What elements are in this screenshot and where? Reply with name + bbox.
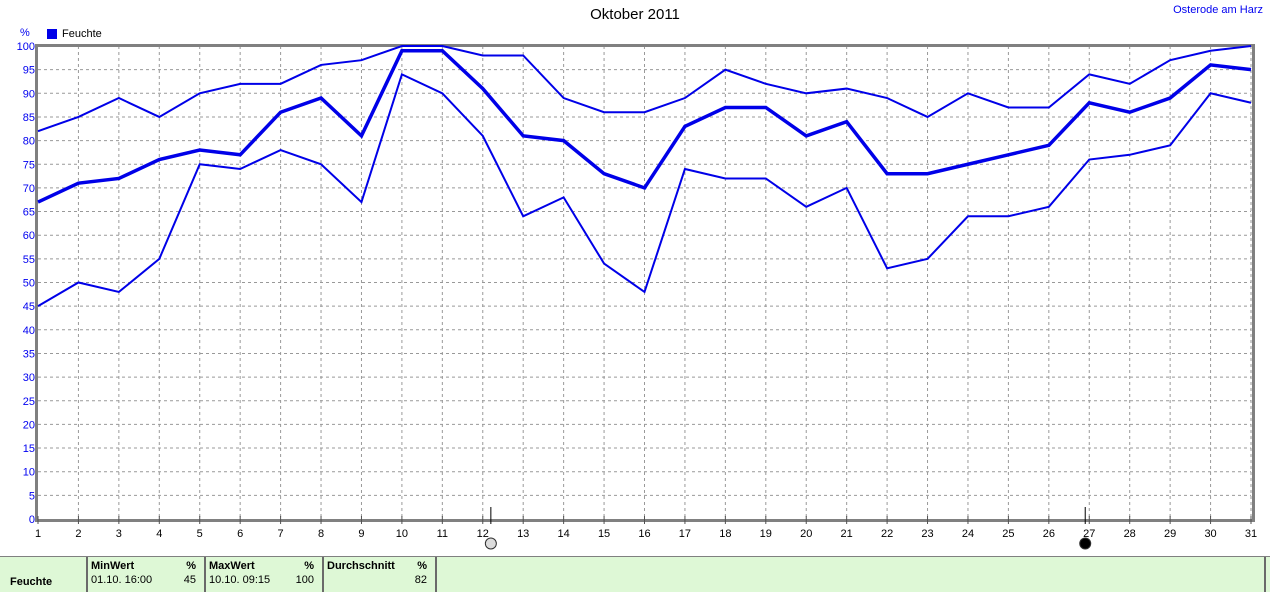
chart-title: Oktober 2011	[590, 6, 680, 23]
x-tick-label: 2	[75, 528, 81, 540]
x-tick-label: 19	[760, 528, 772, 540]
x-tick-label: 20	[800, 528, 812, 540]
x-tick-label: 22	[881, 528, 893, 540]
table-row-label: Feuchte	[10, 576, 53, 588]
minwert-unit: %	[186, 560, 196, 572]
x-tick-label: 13	[517, 528, 529, 540]
table-right-border	[1264, 557, 1266, 592]
minwert-header: MinWert	[91, 560, 135, 572]
y-tick-label: 85	[23, 112, 35, 124]
x-tick-label: 31	[1245, 528, 1257, 540]
x-tick-label: 6	[237, 528, 243, 540]
x-tick-label: 15	[598, 528, 610, 540]
table-separator	[435, 557, 437, 592]
y-tick-label: 10	[23, 467, 35, 479]
x-tick-label: 12	[477, 528, 489, 540]
x-tick-label: 11	[437, 528, 448, 540]
x-tick-label: 5	[197, 528, 203, 540]
minwert-group: MinWert % 01.10. 16:00 45	[88, 557, 204, 592]
x-tick-label: 1	[35, 528, 41, 540]
legend: Feuchte	[47, 28, 102, 40]
y-tick-label: 95	[23, 65, 35, 77]
y-tick-label: 65	[23, 207, 35, 219]
y-tick-label: 50	[23, 278, 35, 290]
y-tick-label: 55	[23, 254, 35, 266]
series-line-feuchte-durchschnitt	[37, 48, 1252, 204]
table-separator	[204, 557, 206, 592]
maxwert-timestamp: 10.10. 09:15	[209, 574, 271, 586]
series-line-feuchte-minimum	[37, 72, 1252, 308]
new-moon-icon	[1079, 537, 1092, 550]
y-tick-label: 40	[23, 325, 35, 337]
y-tick-label: 30	[23, 372, 35, 384]
x-tick-label: 28	[1124, 528, 1136, 540]
x-tick-label: 4	[156, 528, 162, 540]
y-tick-label: 80	[23, 136, 35, 148]
y-tick-label: 5	[29, 490, 35, 502]
summary-table: Feuchte MinWert % 01.10. 16:00 45 MaxWer…	[0, 556, 1270, 592]
humidity-chart: 0510152025303540455055606570758085909510…	[17, 41, 1257, 550]
y-tick-label: 100	[17, 41, 35, 53]
minwert-timestamp: 01.10. 16:00	[91, 574, 153, 586]
maxwert-value: 100	[295, 574, 314, 586]
x-tick-label: 7	[278, 528, 284, 540]
y-tick-label: 0	[29, 514, 35, 526]
x-tick-label: 3	[116, 528, 122, 540]
series-line-feuchte-maximum	[37, 45, 1252, 133]
y-axis-unit: %	[20, 27, 30, 39]
x-tick-label: 24	[962, 528, 974, 540]
full-moon-icon	[484, 537, 497, 550]
x-tick-label: 17	[679, 528, 691, 540]
y-tick-label: 70	[23, 183, 35, 195]
legend-label: Feuchte	[62, 28, 102, 40]
x-tick-label: 14	[558, 528, 570, 540]
x-tick-label: 21	[841, 528, 853, 540]
table-separator	[322, 557, 324, 592]
durchschnitt-group: Durchschnitt % 82	[324, 557, 435, 592]
y-tick-label: 75	[23, 159, 35, 171]
y-tick-label: 60	[23, 230, 35, 242]
x-tick-label: 16	[638, 528, 650, 540]
x-tick-label: 25	[1002, 528, 1014, 540]
table-separator	[86, 557, 88, 592]
durchschnitt-header: Durchschnitt	[327, 560, 395, 572]
x-tick-label: 27	[1083, 528, 1095, 540]
x-tick-label: 30	[1204, 528, 1216, 540]
y-tick-label: 25	[23, 396, 35, 408]
y-tick-label: 15	[23, 443, 35, 455]
durchschnitt-unit: %	[417, 560, 427, 572]
x-tick-label: 18	[719, 528, 731, 540]
durchschnitt-value: 82	[414, 574, 427, 586]
y-tick-label: 90	[23, 88, 35, 100]
y-tick-label: 20	[23, 419, 35, 431]
maxwert-group: MaxWert % 10.10. 09:15 100	[206, 557, 322, 592]
x-tick-label: 29	[1164, 528, 1176, 540]
maxwert-unit: %	[304, 560, 314, 572]
x-tick-label: 10	[396, 528, 408, 540]
maxwert-header: MaxWert	[209, 560, 255, 572]
y-tick-label: 45	[23, 301, 35, 313]
x-tick-label: 23	[921, 528, 933, 540]
y-tick-label: 35	[23, 348, 35, 360]
station-name: Osterode am Harz	[1173, 4, 1263, 16]
x-tick-label: 9	[358, 528, 364, 540]
x-tick-label: 26	[1043, 528, 1055, 540]
legend-swatch-icon	[47, 29, 57, 39]
x-tick-label: 8	[318, 528, 324, 540]
minwert-value: 45	[183, 574, 196, 586]
